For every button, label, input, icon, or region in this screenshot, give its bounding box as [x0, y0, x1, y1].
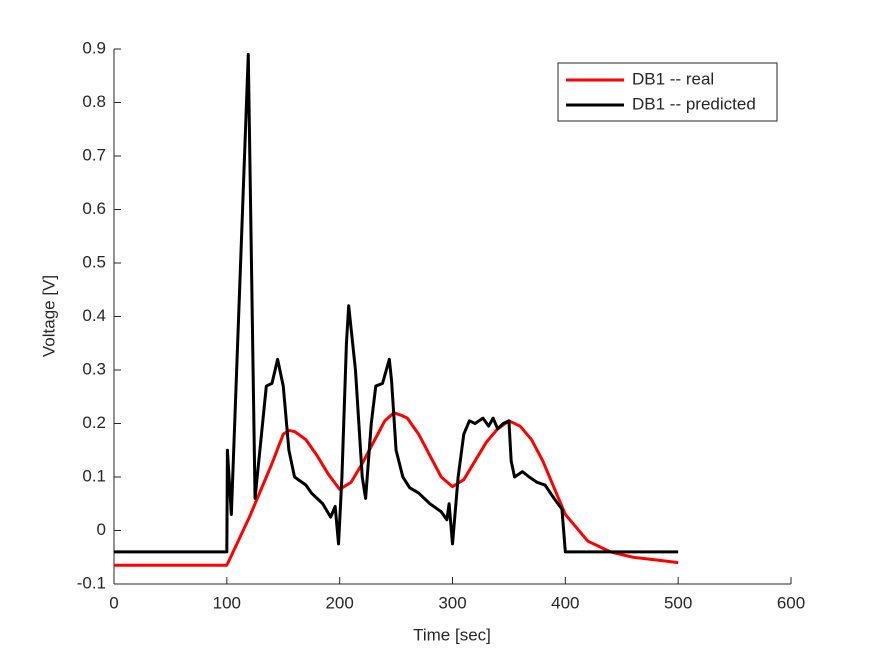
x-tick-label: 0 [109, 593, 118, 612]
x-tick-label: 500 [664, 593, 692, 612]
x-tick-label: 400 [551, 593, 579, 612]
y-tick-label: 0.5 [82, 252, 106, 271]
y-tick-label: 0.2 [82, 413, 106, 432]
y-tick-label: 0.8 [82, 92, 106, 111]
y-tick-label: 0.1 [82, 466, 106, 485]
y-tick-label: -0.1 [77, 573, 106, 592]
y-tick-label: 0.9 [82, 38, 106, 57]
x-tick-label: 200 [325, 593, 353, 612]
legend-label: DB1 -- predicted [632, 94, 756, 113]
y-tick-label: 0.6 [82, 199, 106, 218]
x-tick-label: 300 [438, 593, 466, 612]
y-tick-label: 0.7 [82, 145, 106, 164]
series-line [114, 52, 679, 554]
legend-label: DB1 -- real [632, 69, 714, 88]
x-tick-label: 600 [777, 593, 805, 612]
legend-box [557, 62, 778, 122]
series-line [114, 411, 679, 567]
x-tick-label: 100 [213, 593, 241, 612]
y-tick-label: 0.4 [82, 306, 106, 325]
y-axis-label: Voltage [V] [39, 275, 58, 357]
y-tick-label: 0 [97, 520, 106, 539]
y-tick-label: 0.3 [82, 359, 106, 378]
x-axis-label: Time [sec] [413, 625, 491, 644]
